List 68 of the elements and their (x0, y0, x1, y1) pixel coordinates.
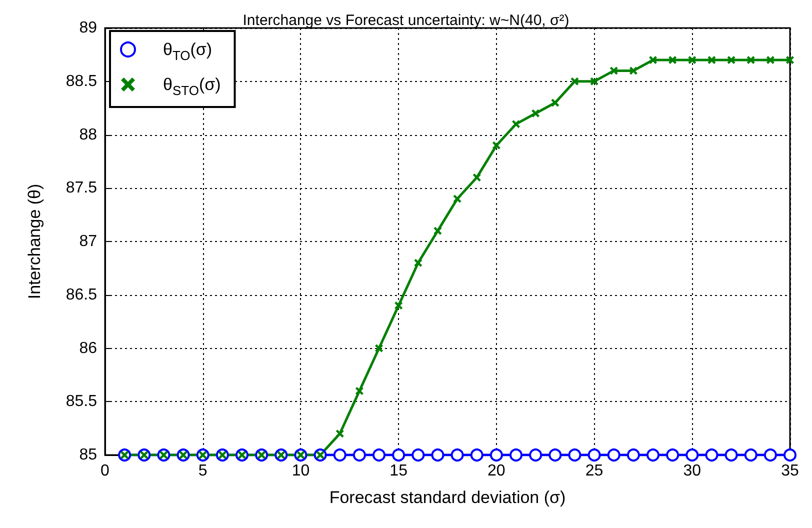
point (414, 258, 422, 267)
point (570, 77, 579, 86)
point (355, 386, 364, 395)
point (548, 448, 562, 462)
point (336, 430, 344, 438)
point (610, 66, 618, 75)
point (649, 56, 657, 64)
point (705, 448, 718, 462)
point (490, 448, 503, 462)
point (629, 66, 638, 75)
point (666, 448, 680, 462)
x-tick-label: 5 (198, 462, 208, 480)
point (766, 56, 774, 64)
point (786, 56, 794, 64)
point (453, 194, 462, 203)
point (392, 448, 406, 462)
point (688, 56, 696, 64)
x-tick-label: 20 (488, 462, 506, 480)
x-tick-label: 35 (781, 462, 799, 480)
y-tick-label: 87.5 (66, 180, 98, 197)
y-tick-label: 85.5 (66, 393, 98, 410)
point (333, 448, 346, 462)
x-tick-label: 10 (292, 462, 310, 480)
point (590, 77, 598, 86)
y-tick-label: 88 (79, 126, 98, 144)
point (532, 109, 540, 118)
point (708, 56, 716, 64)
point (512, 120, 520, 128)
point (472, 173, 481, 182)
y-tick-label: 87 (79, 233, 98, 250)
point (784, 448, 796, 462)
point (724, 448, 738, 462)
point (492, 141, 500, 150)
point (764, 448, 777, 462)
point (394, 302, 403, 310)
x-tick-label: 15 (390, 462, 408, 480)
chart-title: Interchange vs Forecast uncertainty: w~N(40, σ²) (242, 12, 570, 29)
point (588, 448, 601, 462)
point (668, 56, 677, 64)
x-tick-label: 30 (683, 462, 702, 480)
point (450, 448, 464, 462)
point (434, 226, 442, 235)
point (510, 448, 522, 462)
point (412, 448, 425, 462)
x-tick-label: 0 (100, 462, 110, 480)
point (431, 448, 444, 462)
point (626, 448, 640, 462)
point (607, 448, 620, 462)
y-tick-label: 86.5 (66, 286, 98, 304)
point (686, 448, 699, 462)
point (744, 448, 758, 462)
point (529, 448, 542, 462)
y-tick-label: 85 (79, 446, 98, 464)
y-axis-title: Interchange (θ) (25, 184, 44, 300)
point (646, 448, 660, 462)
y-tick-label: 89 (79, 20, 98, 36)
point (551, 98, 560, 107)
y-tick-label: 86 (79, 340, 98, 357)
point (352, 448, 366, 462)
y-tick-label: 88.5 (66, 72, 98, 90)
point (727, 56, 736, 64)
point (470, 448, 484, 462)
point (746, 56, 755, 64)
x-axis-title: Forecast standard deviation (σ) (329, 488, 566, 507)
point (568, 448, 582, 462)
point (375, 344, 383, 352)
x-tick-label: 25 (585, 462, 604, 480)
point (372, 448, 386, 462)
